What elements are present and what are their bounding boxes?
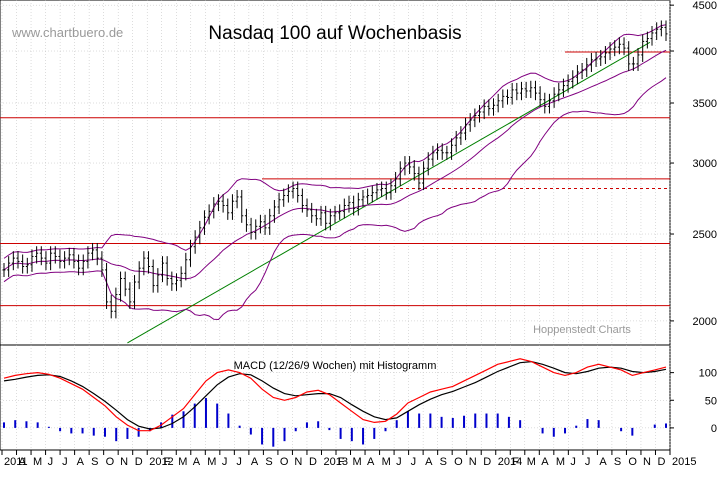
x-tick-label: M xyxy=(382,456,391,468)
macd-title: MACD (12/26/9 Wochen) mit Histogramm xyxy=(234,360,437,372)
x-tick-label: A xyxy=(367,456,375,468)
x-tick-label: N xyxy=(643,456,651,468)
x-tick-label: S xyxy=(91,456,98,468)
y-tick-label: 2000 xyxy=(693,316,717,328)
x-tick-label: M xyxy=(33,456,42,468)
x-tick-label: A xyxy=(19,456,27,468)
credit-label: Hoppenstedt Charts xyxy=(533,324,631,336)
x-tick-label: A xyxy=(193,456,201,468)
watermark: www.chartbuero.de xyxy=(11,25,123,40)
x-tick-label: J xyxy=(62,456,68,468)
x-tick-label: O xyxy=(628,456,637,468)
x-tick-label: A xyxy=(251,456,259,468)
x-tick-label: 2013 xyxy=(323,456,347,468)
price-y-axis: 2000 2500 3000 3500 4000 4500 xyxy=(670,0,717,328)
x-tick-label: D xyxy=(309,456,317,468)
x-tick-label: M xyxy=(353,456,362,468)
y-tick-label: 4500 xyxy=(693,0,717,12)
chart-title: Nasdaq 100 auf Wochenbasis xyxy=(208,23,461,44)
x-tick-label: N xyxy=(294,456,302,468)
x-tick-label: M xyxy=(556,456,565,468)
x-tick-label: A xyxy=(599,456,607,468)
x-tick-label: J xyxy=(570,456,576,468)
y-tick-label: 3000 xyxy=(693,158,717,170)
x-tick-label: N xyxy=(120,456,128,468)
y-tick-label: 2500 xyxy=(693,229,717,241)
x-tick-label: J xyxy=(222,456,228,468)
x-tick-label: S xyxy=(440,456,447,468)
x-tick-label: 2014 xyxy=(498,456,522,468)
x-tick-label: M xyxy=(207,456,216,468)
x-tick-label: J xyxy=(411,456,417,468)
x-tick-label: 2012 xyxy=(149,456,173,468)
macd-y-tick-label: 50 xyxy=(705,395,717,407)
y-tick-label: 3500 xyxy=(693,98,717,110)
x-tick-label: D xyxy=(135,456,143,468)
x-tick-label: J xyxy=(236,456,242,468)
x-tick-label: O xyxy=(280,456,289,468)
macd-panel: 0 50 100 MACD (12/26/9 Wochen) mit Histogr… xyxy=(0,344,717,451)
macd-lines xyxy=(3,358,667,432)
x-tick-label: J xyxy=(396,456,402,468)
x-tick-label: N xyxy=(469,456,477,468)
price-bars xyxy=(2,20,668,319)
x-tick-label: O xyxy=(106,456,115,468)
bollinger-lower xyxy=(3,77,667,321)
x-tick-label: F xyxy=(338,456,345,468)
macd-grid xyxy=(0,345,671,450)
macd-y-axis: 0 50 100 xyxy=(670,368,717,435)
macd-line xyxy=(3,360,667,430)
x-tick-label: A xyxy=(425,456,433,468)
x-tick-label: F xyxy=(164,456,171,468)
trendline-segment xyxy=(127,41,651,344)
x-tick-label: J xyxy=(48,456,54,468)
x-tick-label: D xyxy=(483,456,491,468)
price-panel: 2000 2500 3000 3500 4000 4500 Nasdaq 100 auf … xyxy=(0,0,717,346)
x-tick-label: F xyxy=(512,456,519,468)
x-tick-label: O xyxy=(454,456,463,468)
x-tick-label: S xyxy=(614,456,621,468)
x-tick-label: D xyxy=(657,456,665,468)
trendline xyxy=(127,41,651,344)
macd-y-tick-label: 0 xyxy=(711,423,717,435)
x-tick-label: 2011 xyxy=(4,456,28,468)
bollinger-upper xyxy=(3,24,667,259)
x-tick-label: S xyxy=(265,456,272,468)
x-tick-label: M xyxy=(178,456,187,468)
x-tick-label: M xyxy=(527,456,536,468)
macd-histogram xyxy=(3,398,667,447)
x-tick-label: A xyxy=(541,456,549,468)
macd-y-tick-label: 100 xyxy=(699,368,717,380)
x-tick-label: J xyxy=(585,456,591,468)
x-tick-label: 2015 xyxy=(672,456,696,468)
signal-line xyxy=(3,358,667,432)
x-tick-label: A xyxy=(77,456,85,468)
y-tick-label: 4000 xyxy=(693,46,717,58)
